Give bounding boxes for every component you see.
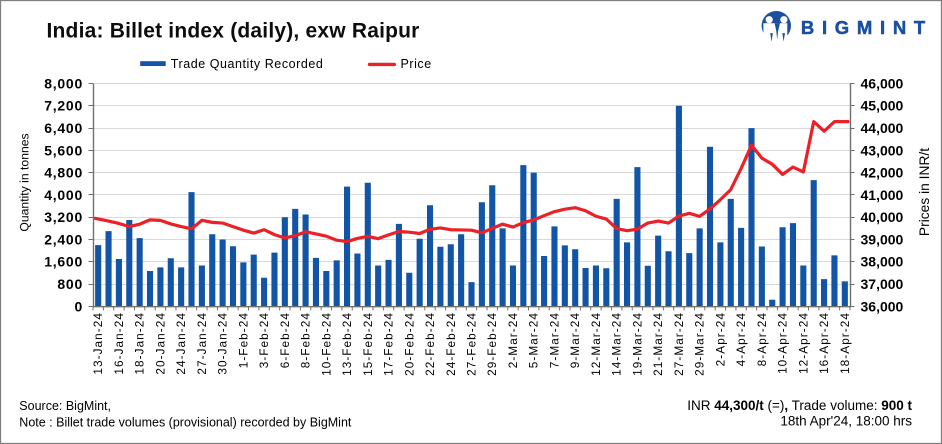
svg-text:9-Mar-24: 9-Mar-24 [568, 312, 582, 368]
svg-text:800: 800 [57, 276, 83, 292]
svg-text:16-Jan-24: 16-Jan-24 [112, 312, 126, 375]
svg-text:1,600: 1,600 [44, 254, 83, 270]
svg-text:30-Jan-24: 30-Jan-24 [216, 312, 230, 375]
svg-text:20-Feb-24: 20-Feb-24 [402, 312, 416, 376]
svg-text:27-Jan-24: 27-Jan-24 [195, 312, 209, 375]
svg-text:8,000: 8,000 [44, 75, 83, 91]
svg-text:Price: Price [401, 57, 432, 71]
svg-text:19-Mar-24: 19-Mar-24 [630, 312, 644, 376]
svg-text:2-Apr-24: 2-Apr-24 [713, 312, 727, 366]
svg-text:3-Feb-24: 3-Feb-24 [257, 312, 271, 368]
svg-text:14-Mar-24: 14-Mar-24 [610, 312, 624, 376]
svg-text:4,000: 4,000 [44, 187, 83, 203]
svg-text:Prices in INR/t: Prices in INR/t [917, 148, 932, 236]
svg-text:43,000: 43,000 [861, 142, 904, 158]
svg-text:BIGMINT: BIGMINT [801, 17, 933, 38]
svg-text:39,000: 39,000 [861, 231, 904, 247]
svg-text:India: Billet index (daily), e: India: Billet index (daily), exw Raipur [47, 19, 420, 42]
svg-text:3,200: 3,200 [44, 209, 83, 225]
svg-text:6,400: 6,400 [44, 120, 83, 136]
svg-text:10-Feb-24: 10-Feb-24 [319, 312, 333, 376]
svg-text:4,800: 4,800 [44, 165, 83, 181]
svg-text:24-Jan-24: 24-Jan-24 [174, 312, 188, 375]
svg-text:7,200: 7,200 [44, 98, 83, 114]
svg-text:8-Feb-24: 8-Feb-24 [299, 312, 313, 368]
svg-text:2,400: 2,400 [44, 231, 83, 247]
svg-text:29-Mar-24: 29-Mar-24 [693, 312, 707, 376]
svg-text:8-Apr-24: 8-Apr-24 [755, 312, 769, 366]
svg-text:27-Mar-24: 27-Mar-24 [672, 312, 686, 376]
svg-text:15-Feb-24: 15-Feb-24 [361, 312, 375, 376]
svg-text:5,600: 5,600 [44, 142, 83, 158]
svg-text:20-Jan-24: 20-Jan-24 [153, 312, 167, 375]
svg-text:13-Jan-24: 13-Jan-24 [91, 312, 105, 375]
svg-text:10-Apr-24: 10-Apr-24 [776, 312, 790, 374]
svg-text:Note : Billet trade volumes (p: Note : Billet trade volumes (provisional… [19, 416, 352, 430]
svg-text:41,000: 41,000 [861, 187, 904, 203]
svg-text:18-Jan-24: 18-Jan-24 [133, 312, 147, 375]
svg-text:17-Feb-24: 17-Feb-24 [382, 312, 396, 376]
svg-text:44,000: 44,000 [861, 120, 904, 136]
svg-text:INR 44,300/t (=), Trade volume: INR 44,300/t (=), Trade volume: 900 t [687, 398, 912, 413]
svg-text:24-Feb-24: 24-Feb-24 [444, 312, 458, 376]
svg-text:46,000: 46,000 [861, 75, 904, 91]
svg-text:37,000: 37,000 [861, 276, 904, 292]
svg-text:6-Feb-24: 6-Feb-24 [278, 312, 292, 368]
svg-text:7-Mar-24: 7-Mar-24 [547, 312, 561, 368]
svg-text:18th Apr'24, 18:00 hrs: 18th Apr'24, 18:00 hrs [780, 414, 912, 429]
svg-text:Source: BigMint,: Source: BigMint, [19, 399, 111, 413]
svg-text:42,000: 42,000 [861, 165, 904, 181]
svg-text:2-Mar-24: 2-Mar-24 [506, 312, 520, 368]
svg-text:21-Mar-24: 21-Mar-24 [651, 312, 665, 376]
svg-text:38,000: 38,000 [861, 254, 904, 270]
svg-text:36,000: 36,000 [861, 298, 904, 314]
svg-text:5-Mar-24: 5-Mar-24 [527, 312, 541, 368]
svg-text:40,000: 40,000 [861, 209, 904, 225]
svg-text:29-Feb-24: 29-Feb-24 [485, 312, 499, 376]
svg-text:12-Apr-24: 12-Apr-24 [796, 312, 810, 374]
svg-text:16-Apr-24: 16-Apr-24 [817, 312, 831, 374]
svg-text:Trade Quantity Recorded: Trade Quantity Recorded [171, 57, 324, 71]
svg-text:13-Feb-24: 13-Feb-24 [340, 312, 354, 376]
svg-text:45,000: 45,000 [861, 98, 904, 114]
svg-text:1-Feb-24: 1-Feb-24 [236, 312, 250, 368]
svg-text:12-Mar-24: 12-Mar-24 [589, 312, 603, 376]
svg-text:Quantity in tonnes: Quantity in tonnes [18, 133, 32, 231]
svg-text:4-Apr-24: 4-Apr-24 [734, 312, 748, 366]
svg-text:0: 0 [74, 298, 83, 314]
svg-text:18-Apr-24: 18-Apr-24 [838, 312, 852, 374]
svg-text:22-Feb-24: 22-Feb-24 [423, 312, 437, 376]
svg-text:27-Feb-24: 27-Feb-24 [465, 312, 479, 376]
